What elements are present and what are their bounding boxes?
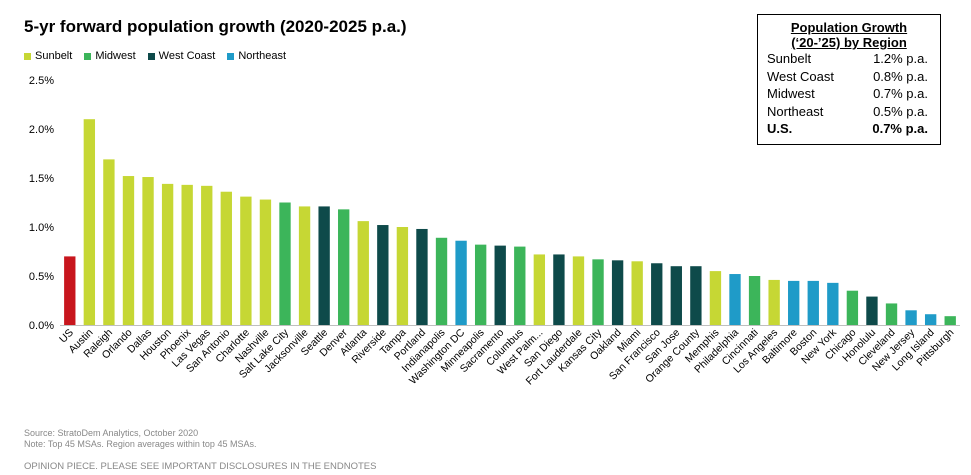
region-name: Northeast <box>767 103 824 119</box>
legend-item-northeast: Northeast <box>227 50 286 62</box>
bar-new-york <box>827 282 839 325</box>
bar-new-jersey <box>905 310 917 325</box>
bar-indianapolis <box>435 237 448 325</box>
bar-oakland <box>611 260 624 325</box>
chart-footer: Source: StratoDem Analytics, October 202… <box>24 428 256 450</box>
y-tick-label: 2.0% <box>29 124 54 136</box>
bar-seattle <box>318 206 330 325</box>
legend-swatch <box>227 52 235 60</box>
y-tick-label: 1.5% <box>29 173 54 185</box>
y-tick-label: 0.5% <box>29 271 54 283</box>
legend-swatch <box>24 52 31 60</box>
bar-charlotte <box>240 196 252 325</box>
bar-atlanta <box>357 221 369 325</box>
bar-us <box>64 256 76 325</box>
y-tick-label: 1.0% <box>29 222 54 234</box>
bar-dallas <box>142 177 154 325</box>
bar-san-jose <box>670 266 682 325</box>
chart-legend: Sunbelt Midwest West Coast Northeast <box>24 50 286 62</box>
legend-label: Northeast <box>238 50 287 62</box>
bar-boston <box>807 280 819 325</box>
legend-label: West Coast <box>158 50 216 62</box>
bar-orange-county <box>690 266 702 325</box>
bar-cincinnati <box>748 276 761 325</box>
bar-sacramento <box>494 245 506 325</box>
bar-chart: 0.0%0.5%1.0%1.5%2.0%2.5%USAustinRaleighO… <box>29 75 960 388</box>
bar-memphis <box>709 271 722 325</box>
region-table-title: Population Growth (‘20-’25) by Region <box>758 20 940 50</box>
bar-chicago <box>846 290 859 325</box>
bar-los-angeles <box>768 279 780 325</box>
bar-miami <box>631 261 643 325</box>
region-name: Midwest <box>767 86 815 101</box>
y-tick-label: 0.0% <box>29 320 54 332</box>
bar-nashville <box>259 199 272 325</box>
bar-salt-lake-city <box>279 202 291 325</box>
bar-jacksonville <box>298 206 311 325</box>
region-growth-value: 0.8% p.a. <box>873 68 928 84</box>
bar-denver <box>338 209 350 325</box>
y-tick-label: 2.5% <box>29 75 54 87</box>
bar-houston <box>161 183 174 325</box>
region-growth-value: 1.2% p.a. <box>873 51 928 66</box>
bar-san-francisco <box>651 263 663 325</box>
region-name: U.S. <box>767 121 793 136</box>
region-table-title-line2: (‘20-’25) by Region <box>791 35 907 50</box>
region-growth-value: 0.7% p.a. <box>872 121 928 136</box>
bar-kansas-city <box>592 259 604 325</box>
legend-swatch <box>84 52 92 60</box>
legend-label: Sunbelt <box>35 50 73 62</box>
bar-washington-dc <box>455 240 467 325</box>
region-table-rows: Sunbelt 1.2% p.a. West Coast 0.8% p.a. Midwe… <box>758 50 940 138</box>
bar-honolulu <box>866 296 878 325</box>
region-growth-value: 0.7% p.a. <box>873 86 928 101</box>
bar-san-antonio <box>220 191 232 325</box>
source-note: Source: StratoDem Analytics, October 202… <box>24 428 199 438</box>
region-table-row: Sunbelt 1.2% p.a. <box>758 50 940 68</box>
region-growth-table: Population Growth (‘20-’25) by Region Su… <box>757 14 941 145</box>
bar-cleveland <box>885 303 898 325</box>
bar-tampa <box>396 227 409 325</box>
bar-phoenix <box>181 184 193 325</box>
bar-west-palm <box>533 254 546 325</box>
disclaimer-text: OPINION PIECE. PLEASE SEE IMPORTANT DISC… <box>24 461 377 472</box>
bar-portland <box>416 228 428 325</box>
bar-baltimore <box>788 280 800 325</box>
legend-item-sunbelt: Sunbelt <box>24 50 72 62</box>
bar-columbus <box>514 246 526 325</box>
bar-las-vegas <box>201 185 213 325</box>
bar-austin <box>83 119 96 325</box>
region-table-row: Midwest 0.7% p.a. <box>758 85 940 103</box>
region-growth-value: 0.5% p.a. <box>873 103 928 119</box>
region-table-row: U.S. 0.7% p.a. <box>758 120 940 138</box>
bar-orlando <box>122 176 135 325</box>
legend-item-west-coast: West Coast <box>147 50 216 62</box>
legend-swatch <box>147 52 155 60</box>
region-table-row: Northeast 0.5% p.a. <box>758 103 940 121</box>
bar-fort-lauderdale <box>572 256 585 325</box>
methodology-note: Note: Top 45 MSAs. Region averages withi… <box>24 439 257 449</box>
region-name: Sunbelt <box>767 51 812 66</box>
chart-title: 5-yr forward population growth (2020-202… <box>24 17 407 36</box>
legend-label: Midwest <box>95 50 136 62</box>
region-table-row: West Coast 0.8% p.a. <box>758 68 940 86</box>
bar-philadelphia <box>729 274 741 325</box>
bar-san-diego <box>553 254 565 325</box>
region-name: West Coast <box>767 68 834 84</box>
bar-raleigh <box>103 159 115 325</box>
bar-minneapolis <box>474 244 487 325</box>
bar-pittsburgh <box>944 316 956 325</box>
legend-item-midwest: Midwest <box>84 50 136 62</box>
bar-long-island <box>924 314 937 325</box>
region-table-title-line1: Population Growth <box>790 20 908 35</box>
bar-riverside <box>377 225 389 325</box>
